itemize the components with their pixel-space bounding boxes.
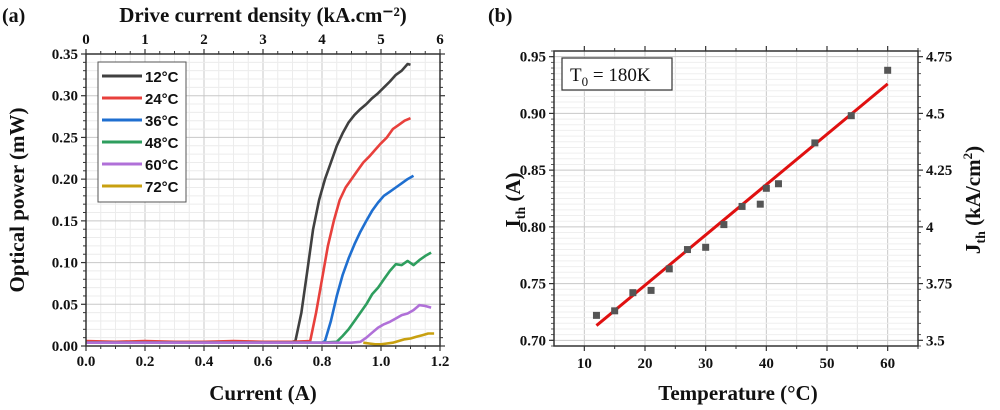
- data-point: [702, 243, 710, 251]
- annotation-text: T0 = 180K: [570, 65, 651, 89]
- x-tick-label: 0.8: [313, 354, 332, 370]
- legend-label: 72°C: [145, 179, 179, 196]
- annotation-suffix: = 180K: [588, 65, 651, 86]
- annotation-box: [561, 57, 673, 91]
- y-tick-label: 0.80: [520, 220, 546, 236]
- legend-label: 60°C: [145, 157, 179, 174]
- y-tick-label: 0.25: [52, 130, 78, 146]
- panel-b-annotation: T0 = 180K: [561, 57, 673, 91]
- y-tick-label: 0.05: [52, 297, 78, 313]
- legend-label: 24°C: [145, 91, 179, 108]
- data-point: [720, 221, 728, 229]
- y-tick-label: 0.00: [52, 339, 78, 355]
- y-tick-label: 0.10: [52, 256, 78, 272]
- legend-label: 36°C: [145, 113, 179, 130]
- y-tick-label: 0.95: [520, 50, 546, 66]
- panel-a-top-xlabel: Drive current density (kA.cm⁻²): [119, 3, 407, 27]
- panel-b-right-ylabel-suffix: (kA/cm: [961, 159, 985, 231]
- x-tick-label: 30: [698, 356, 713, 372]
- top-x-tick-label: 3: [259, 32, 267, 48]
- data-point: [738, 202, 746, 210]
- top-x-tick-label: 2: [200, 32, 208, 48]
- panel-b-ticks: 10 20 30 40 50 600.700.750.800.850.900.953.53…: [520, 46, 952, 372]
- panel-a: (a) 0.0 0.2 0.4 0.6 0.8 1.0 1.2 0 1 2 3 4 5 6 0.00 0.05…: [2, 3, 449, 405]
- panel-b-ylabel-sub: th: [514, 207, 529, 220]
- right-y-tick-label: 4.75: [926, 50, 952, 66]
- panel-b-ylabel-main: I: [501, 219, 525, 227]
- panel-b-right-ylabel-main: J: [961, 244, 985, 255]
- panel-a-label: (a): [2, 5, 25, 27]
- x-tick-label: 0.2: [136, 354, 155, 370]
- y-tick-label: 0.85: [520, 163, 546, 179]
- x-tick-label: 20: [638, 356, 653, 372]
- data-point: [683, 246, 691, 254]
- panel-a-ylabel: Optical power (mW): [5, 107, 29, 292]
- panel-a-legend: 12°C 24°C 36°C 48°C 60°C 72°C: [97, 61, 187, 203]
- data-point: [647, 286, 655, 294]
- right-y-tick-label: 3.75: [926, 277, 952, 293]
- y-tick-label: 0.20: [52, 172, 78, 188]
- legend-label: 12°C: [145, 69, 179, 86]
- x-tick-label: 1.2: [431, 354, 450, 370]
- panel-b-right-ylabel-sub: th: [974, 231, 989, 244]
- data-point: [756, 200, 764, 208]
- panel-a-xlabel: Current (A): [209, 381, 317, 405]
- panel-b-label: (b): [488, 5, 512, 27]
- top-x-tick-label: 5: [377, 32, 385, 48]
- y-tick-label: 0.30: [52, 89, 78, 105]
- y-tick-label: 0.75: [520, 277, 546, 293]
- panel-b-right-ylabel-end: ): [961, 146, 985, 153]
- x-tick-label: 0.4: [195, 354, 214, 370]
- panel-b-marks: [592, 66, 892, 327]
- panel-b-xlabel: Temperature (°C): [658, 381, 817, 405]
- top-x-tick-label: 4: [318, 32, 326, 48]
- panel-b-ylabel-suffix: (A): [501, 172, 525, 206]
- data-point: [592, 311, 600, 319]
- right-y-tick-label: 3.5: [926, 333, 945, 349]
- data-point: [811, 139, 819, 147]
- x-tick-label: 0.0: [77, 354, 96, 370]
- panel-b: (b) 10 20 30 40 50 600.700.750.800.850.900.95…: [488, 5, 989, 405]
- data-point: [774, 180, 782, 188]
- x-tick-label: 60: [880, 356, 895, 372]
- y-tick-label: 0.35: [52, 47, 78, 63]
- annotation-main: T: [570, 65, 582, 86]
- x-tick-label: 10: [577, 356, 592, 372]
- right-y-tick-label: 4.25: [926, 163, 952, 179]
- x-tick-label: 50: [820, 356, 835, 372]
- y-tick-label: 0.15: [52, 214, 78, 230]
- right-y-tick-label: 4.5: [926, 106, 945, 122]
- legend-box: [97, 61, 187, 203]
- data-point: [629, 289, 637, 297]
- data-point: [665, 265, 673, 273]
- x-tick-label: 40: [759, 356, 774, 372]
- panel-b-ylabel: Ith (A): [501, 172, 529, 227]
- annotation-sub: 0: [582, 74, 589, 89]
- right-y-tick-label: 4: [926, 220, 934, 236]
- data-point: [847, 112, 855, 120]
- top-x-tick-label: 0: [82, 32, 90, 48]
- data-point: [611, 307, 619, 315]
- y-tick-label: 0.90: [520, 106, 546, 122]
- top-x-tick-label: 6: [436, 32, 444, 48]
- panel-b-grid: [553, 50, 919, 347]
- series-line-48c: [86, 251, 432, 345]
- top-x-tick-label: 1: [141, 32, 149, 48]
- legend-label: 48°C: [145, 135, 179, 152]
- panel-a-lines: [85, 62, 435, 346]
- x-tick-label: 1.0: [372, 354, 391, 370]
- series-line-60c: [86, 303, 432, 345]
- panel-a-ticks: 0.0 0.2 0.4 0.6 0.8 1.0 1.2 0 1 2 3 4 5 6 0.00 0.05 0.10…: [52, 32, 450, 370]
- panel-b-right-ylabel: Jth (kA/cm2): [960, 146, 989, 254]
- series-line-72c: [363, 332, 435, 346]
- panel-b-right-ylabel-sup: 2: [960, 153, 975, 160]
- x-tick-label: 0.6: [254, 354, 273, 370]
- data-point: [884, 66, 892, 74]
- data-point: [762, 184, 770, 192]
- y-tick-label: 0.70: [520, 333, 546, 349]
